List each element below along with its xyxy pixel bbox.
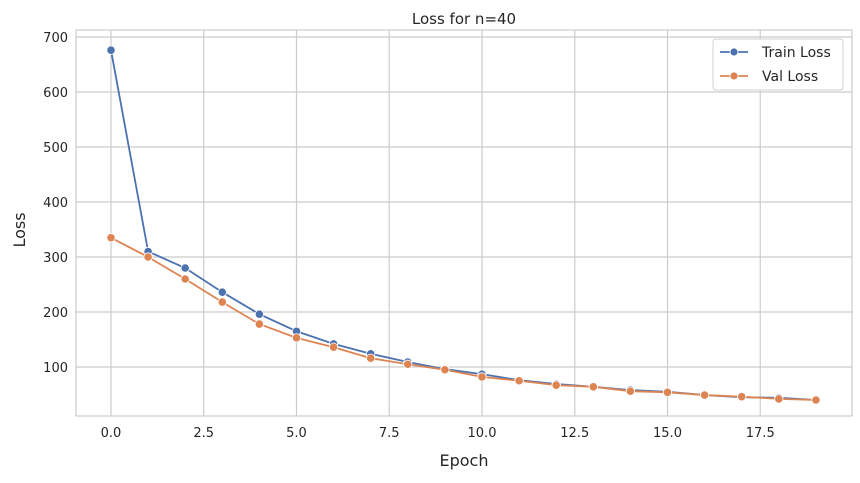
data-point-train: [217, 287, 227, 297]
data-point-val: [403, 359, 413, 369]
x-axis-label: Epoch: [440, 451, 489, 470]
data-point-val: [811, 395, 821, 405]
legend-label-val: Val Loss: [762, 69, 818, 85]
legend-label-train: Train Loss: [761, 45, 831, 61]
data-point-val: [291, 333, 302, 343]
chart-title: Loss for n=40: [412, 10, 516, 28]
ticks: 0.0 2.5 5.0 7.5 10.0 12.5 15.0 17.5 100 200 300 400…: [43, 31, 775, 441]
data-point-val: [328, 342, 339, 352]
data-point-train: [254, 309, 264, 319]
data-point-val: [551, 380, 561, 390]
series-line-val: [110, 236, 816, 401]
series-line-train: [110, 50, 816, 401]
data-point-train: [180, 263, 190, 273]
x-tick-label: 7.5: [379, 426, 400, 441]
x-tick-label: 17.5: [746, 426, 775, 441]
y-axis-label: Loss: [10, 212, 29, 247]
data-point-val: [106, 233, 116, 243]
data-point-val: [514, 376, 524, 386]
data-point-val: [180, 274, 190, 284]
x-tick-label: 15.0: [653, 426, 682, 441]
data-point-val: [625, 386, 636, 396]
y-tick-label: 700: [43, 31, 68, 46]
x-tick-label: 0.0: [101, 426, 122, 441]
data-point-val: [440, 365, 450, 375]
data-point-val: [366, 353, 376, 363]
legend: Train Loss Val Loss: [712, 38, 844, 91]
y-tick-label: 500: [43, 141, 68, 156]
data-point-val: [774, 394, 784, 404]
y-tick-label: 200: [43, 306, 68, 321]
data-point-val: [217, 297, 227, 307]
y-tick-label: 100: [43, 361, 68, 376]
data-point-val: [662, 387, 673, 397]
data-point-val: [699, 390, 710, 400]
y-tick-label: 300: [43, 251, 68, 266]
legend-marker-train: [729, 47, 739, 57]
y-tick-label: 400: [43, 196, 68, 211]
data-point-val: [254, 319, 264, 329]
x-tick-label: 10.0: [468, 426, 497, 441]
y-tick-label: 600: [43, 86, 68, 101]
grid: [76, 30, 852, 416]
data-point-val: [588, 382, 598, 392]
series-layer: [106, 45, 821, 405]
data-point-val: [477, 372, 487, 382]
x-tick-label: 5.0: [286, 426, 307, 441]
data-point-val: [737, 392, 747, 402]
plot-frame: [75, 29, 853, 417]
x-tick-label: 12.5: [560, 426, 589, 441]
data-point-val: [143, 252, 153, 262]
x-tick-label: 2.5: [193, 426, 214, 441]
data-point-train: [106, 45, 116, 55]
legend-marker-val: [729, 71, 739, 81]
